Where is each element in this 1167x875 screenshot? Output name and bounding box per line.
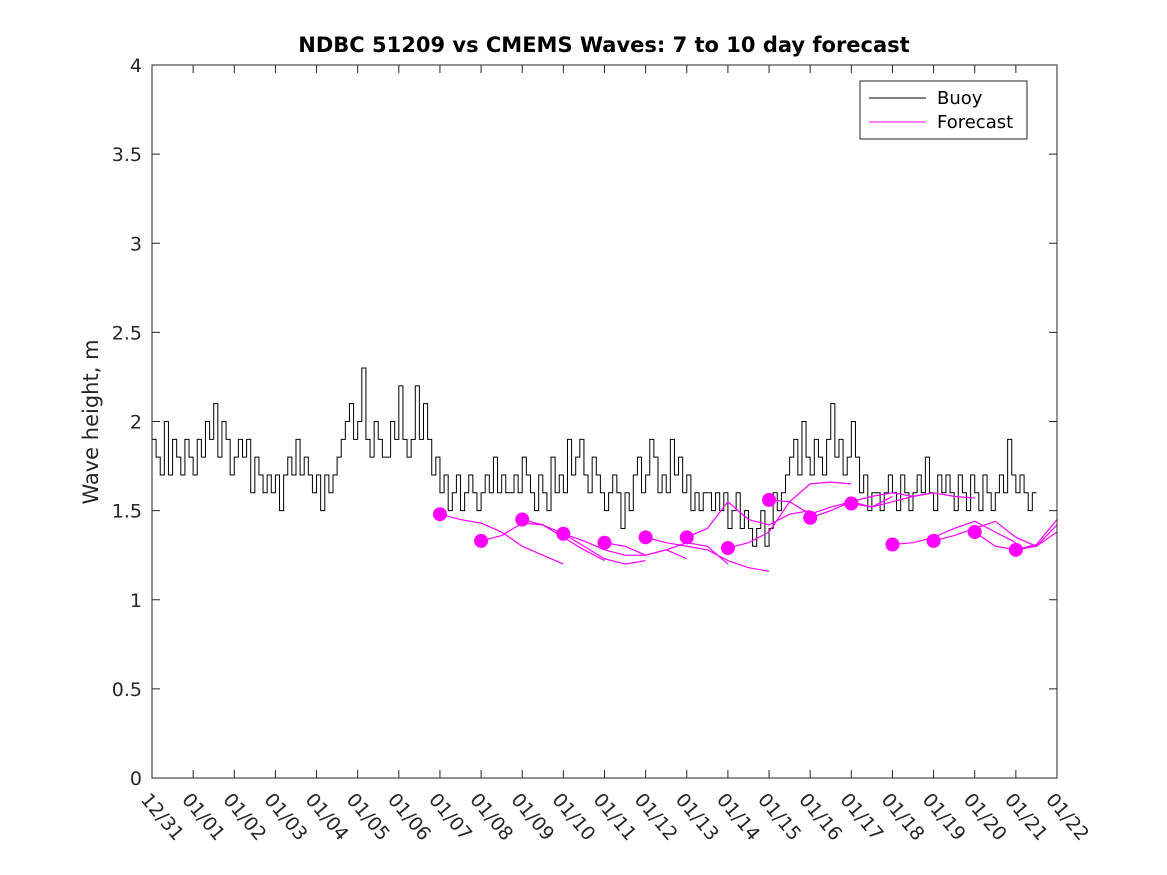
forecast-marker	[679, 530, 694, 545]
y-tick-label: 2.5	[112, 322, 142, 344]
forecast-series-line-14	[1015, 519, 1058, 551]
plot-background	[152, 65, 1057, 778]
x-tick-label: 01/01	[177, 789, 229, 845]
x-tick-label: 01/03	[260, 789, 312, 845]
x-tick-label: 01/12	[630, 789, 682, 845]
y-tick-label: 1.5	[112, 501, 142, 523]
forecast-marker	[844, 496, 859, 511]
legend-forecast-label: Forecast	[937, 112, 1013, 133]
forecast-series-line-4	[604, 542, 729, 565]
x-tick-label: 01/20	[959, 789, 1011, 845]
forecast-series-line-2	[522, 518, 646, 565]
x-tick-label: 01/06	[383, 789, 435, 845]
forecast-series-line-0	[439, 513, 564, 565]
forecast-marker	[515, 512, 530, 527]
x-tick-label: 12/31	[136, 789, 188, 845]
forecast-marker	[720, 541, 735, 556]
y-tick-label: 2	[130, 412, 142, 434]
x-tick-label: 01/22	[1041, 789, 1093, 845]
series-layer	[152, 367, 1058, 572]
forecast-marker	[926, 533, 941, 548]
y-axis-label: Wave height, m	[79, 339, 103, 504]
forecast-series-line-6	[686, 501, 811, 538]
x-tick-label: 01/09	[506, 789, 558, 845]
x-tick-label: 01/19	[918, 789, 970, 845]
forecast-marker	[432, 507, 447, 522]
x-tick-label: 01/21	[1000, 789, 1052, 845]
forecast-series-line-5	[645, 536, 770, 572]
legend: Buoy Forecast	[859, 80, 1028, 140]
forecast-marker	[597, 535, 612, 550]
forecast-marker	[885, 537, 900, 552]
x-tick-label: 01/05	[342, 789, 394, 845]
forecast-series-line-10	[851, 492, 975, 508]
y-tick-label: 3	[130, 233, 142, 255]
x-tick-label: 01/15	[753, 789, 805, 845]
forecast-marker	[474, 533, 489, 548]
forecast-marker	[762, 492, 777, 507]
x-tick-label: 01/13	[671, 789, 723, 845]
chart-title: NDBC 51209 vs CMEMS Waves: 7 to 10 day f…	[298, 33, 909, 57]
forecast-marker	[556, 526, 571, 541]
x-tick-label: 01/17	[835, 789, 887, 845]
y-tick-label: 0	[130, 768, 142, 790]
forecast-marker	[638, 530, 653, 545]
x-tick-label: 01/14	[712, 789, 764, 845]
forecast-marker	[1008, 542, 1023, 557]
y-tick-label: 4	[130, 55, 142, 77]
x-tick-label: 01/04	[301, 789, 353, 845]
x-tick-label: 01/02	[218, 789, 270, 845]
x-tick-label: 01/11	[589, 789, 641, 845]
x-tick-label: 01/10	[548, 789, 600, 845]
forecast-series-line-11	[892, 520, 1017, 546]
y-tick-label: 1	[130, 590, 142, 612]
legend-box	[859, 80, 1028, 140]
y-tick-label: 3.5	[112, 144, 142, 166]
y-tick-label: 0.5	[112, 679, 142, 701]
buoy-series-line	[152, 367, 1037, 547]
legend-buoy-label: Buoy	[937, 88, 983, 109]
plot-area: 00.511.522.533.5412/3101/0101/0201/0301/…	[112, 55, 1093, 845]
x-tick-label: 01/16	[794, 789, 846, 845]
x-tick-label: 01/08	[465, 789, 517, 845]
x-tick-label: 01/18	[877, 789, 929, 845]
x-tick-label: 01/07	[424, 789, 476, 845]
forecast-marker	[803, 510, 818, 525]
forecast-marker	[967, 525, 982, 540]
